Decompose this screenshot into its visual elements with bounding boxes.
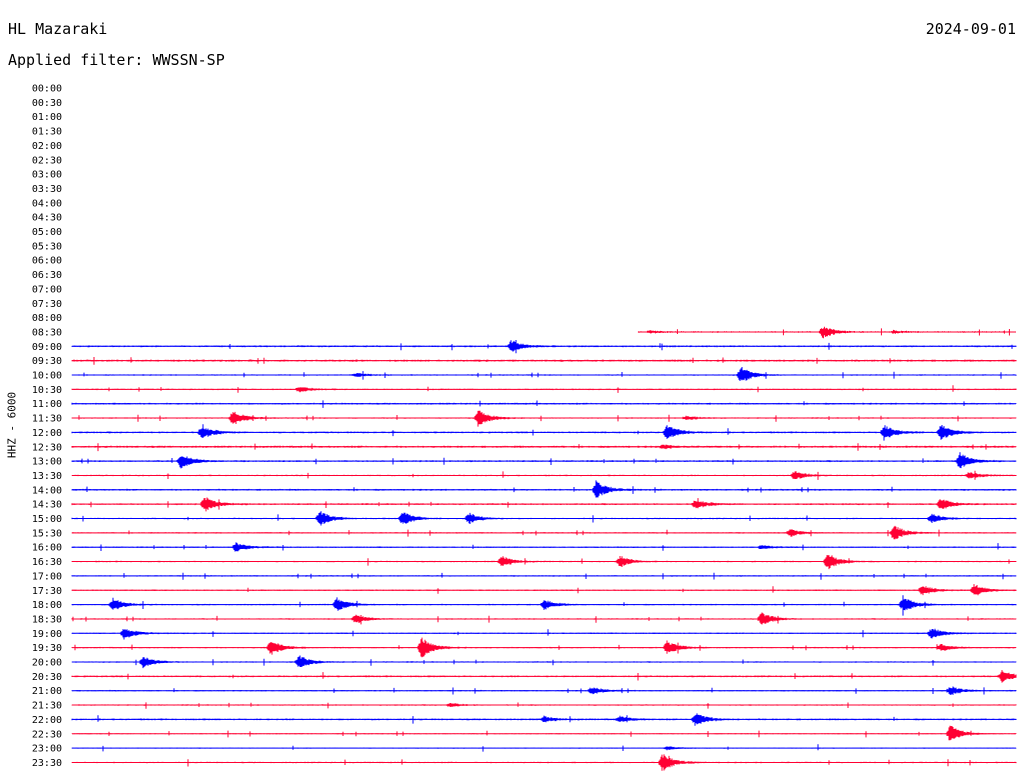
seismic-trace-2000 bbox=[71, 655, 1017, 669]
station-name: HL Mazaraki bbox=[8, 20, 108, 38]
seismic-trace-1830 bbox=[71, 612, 1017, 625]
seismic-trace-2230 bbox=[71, 725, 1017, 741]
seismic-trace-1000 bbox=[71, 367, 1017, 381]
seismic-trace-2130 bbox=[71, 702, 1017, 709]
time-tick-label: 05:30 bbox=[32, 241, 62, 252]
seismic-trace-2300 bbox=[71, 744, 1017, 752]
seismic-trace-1900 bbox=[71, 628, 1017, 640]
time-tick-label: 11:00 bbox=[32, 399, 62, 410]
time-tick-label: 21:30 bbox=[32, 701, 62, 712]
seismic-trace-0930 bbox=[71, 357, 1017, 365]
seismic-trace-1730 bbox=[71, 584, 1017, 596]
time-tick-label: 01:00 bbox=[32, 112, 62, 123]
time-tick-label: 10:30 bbox=[32, 385, 62, 396]
time-tick-label: 07:00 bbox=[32, 284, 62, 295]
time-tick-label: 04:00 bbox=[32, 198, 62, 209]
time-tick-label: 08:00 bbox=[32, 313, 62, 324]
time-tick-label: 21:00 bbox=[32, 686, 62, 697]
seismic-trace-1800 bbox=[71, 595, 1017, 616]
seismic-trace-1300 bbox=[71, 452, 1017, 469]
time-tick-label: 13:30 bbox=[32, 471, 62, 482]
time-tick-label: 20:00 bbox=[32, 658, 62, 669]
time-tick-label: 06:00 bbox=[32, 256, 62, 267]
time-tick-label: 08:30 bbox=[32, 327, 62, 338]
time-tick-label: 05:00 bbox=[32, 227, 62, 238]
time-tick-label: 13:00 bbox=[32, 457, 62, 468]
seismic-trace-1230 bbox=[71, 443, 1017, 452]
seismic-trace-1500 bbox=[71, 511, 1017, 526]
time-tick-label: 18:00 bbox=[32, 600, 62, 611]
seismic-trace-0900 bbox=[71, 340, 1017, 354]
time-tick-label: 07:30 bbox=[32, 299, 62, 310]
seismic-trace-1600 bbox=[71, 542, 1017, 552]
time-tick-label: 12:00 bbox=[32, 428, 62, 439]
time-tick-label: 14:30 bbox=[32, 500, 62, 511]
time-tick-label: 03:00 bbox=[32, 170, 62, 181]
seismic-trace-1700 bbox=[71, 572, 1017, 580]
time-tick-label: 15:30 bbox=[32, 528, 62, 539]
record-date: 2024-09-01 bbox=[925, 20, 1016, 38]
time-tick-label: 09:30 bbox=[32, 356, 62, 367]
seismic-trace-1130 bbox=[71, 410, 1017, 427]
seismic-trace-1200 bbox=[71, 424, 1017, 441]
time-tick-label: 15:00 bbox=[32, 514, 62, 525]
time-tick-label: 22:00 bbox=[32, 715, 62, 726]
time-tick-label: 02:00 bbox=[32, 141, 62, 152]
seismic-trace-1430 bbox=[71, 497, 1017, 512]
time-tick-label: 16:00 bbox=[32, 543, 62, 554]
time-tick-label: 17:30 bbox=[32, 586, 62, 597]
seismic-trace-1930 bbox=[71, 637, 1017, 658]
seismic-trace-0830 bbox=[637, 326, 1016, 339]
time-tick-label: 11:30 bbox=[32, 414, 62, 425]
seismic-trace-2030 bbox=[71, 670, 1017, 683]
seismic-trace-2330 bbox=[71, 754, 1017, 771]
seismic-trace-2100 bbox=[71, 686, 1017, 695]
time-tick-label: 03:30 bbox=[32, 184, 62, 195]
seismic-trace-1400 bbox=[71, 480, 1017, 498]
time-tick-label: 12:30 bbox=[32, 442, 62, 453]
time-tick-label: 02:30 bbox=[32, 155, 62, 166]
time-tick-label: 17:00 bbox=[32, 571, 62, 582]
seismic-trace-2200 bbox=[71, 713, 1017, 726]
time-tick-label: 19:30 bbox=[32, 643, 62, 654]
time-tick-label: 19:00 bbox=[32, 629, 62, 640]
time-tick-label: 23:30 bbox=[32, 758, 62, 769]
time-tick-label: 23:00 bbox=[32, 744, 62, 755]
time-tick-label: 20:30 bbox=[32, 672, 62, 683]
time-tick-label: 04:30 bbox=[32, 213, 62, 224]
seismic-trace-1330 bbox=[71, 470, 1017, 480]
seismic-trace-1100 bbox=[71, 400, 1017, 408]
applied-filter: Applied filter: WWSSN-SP bbox=[8, 51, 225, 69]
time-tick-label: 10:00 bbox=[32, 371, 62, 382]
time-tick-label: 22:30 bbox=[32, 729, 62, 740]
time-tick-label: 06:30 bbox=[32, 270, 62, 281]
seismic-trace-1030 bbox=[71, 385, 1017, 393]
time-tick-label: 16:30 bbox=[32, 557, 62, 568]
time-tick-label: 14:00 bbox=[32, 485, 62, 496]
seismic-trace-1530 bbox=[71, 525, 1017, 540]
time-tick-label: 09:00 bbox=[32, 342, 62, 353]
time-tick-label: 18:30 bbox=[32, 614, 62, 625]
time-tick-label: 00:30 bbox=[32, 98, 62, 109]
time-tick-label: 01:30 bbox=[32, 127, 62, 138]
seismic-trace-1630 bbox=[71, 555, 1017, 570]
time-tick-label: 00:00 bbox=[32, 84, 62, 95]
